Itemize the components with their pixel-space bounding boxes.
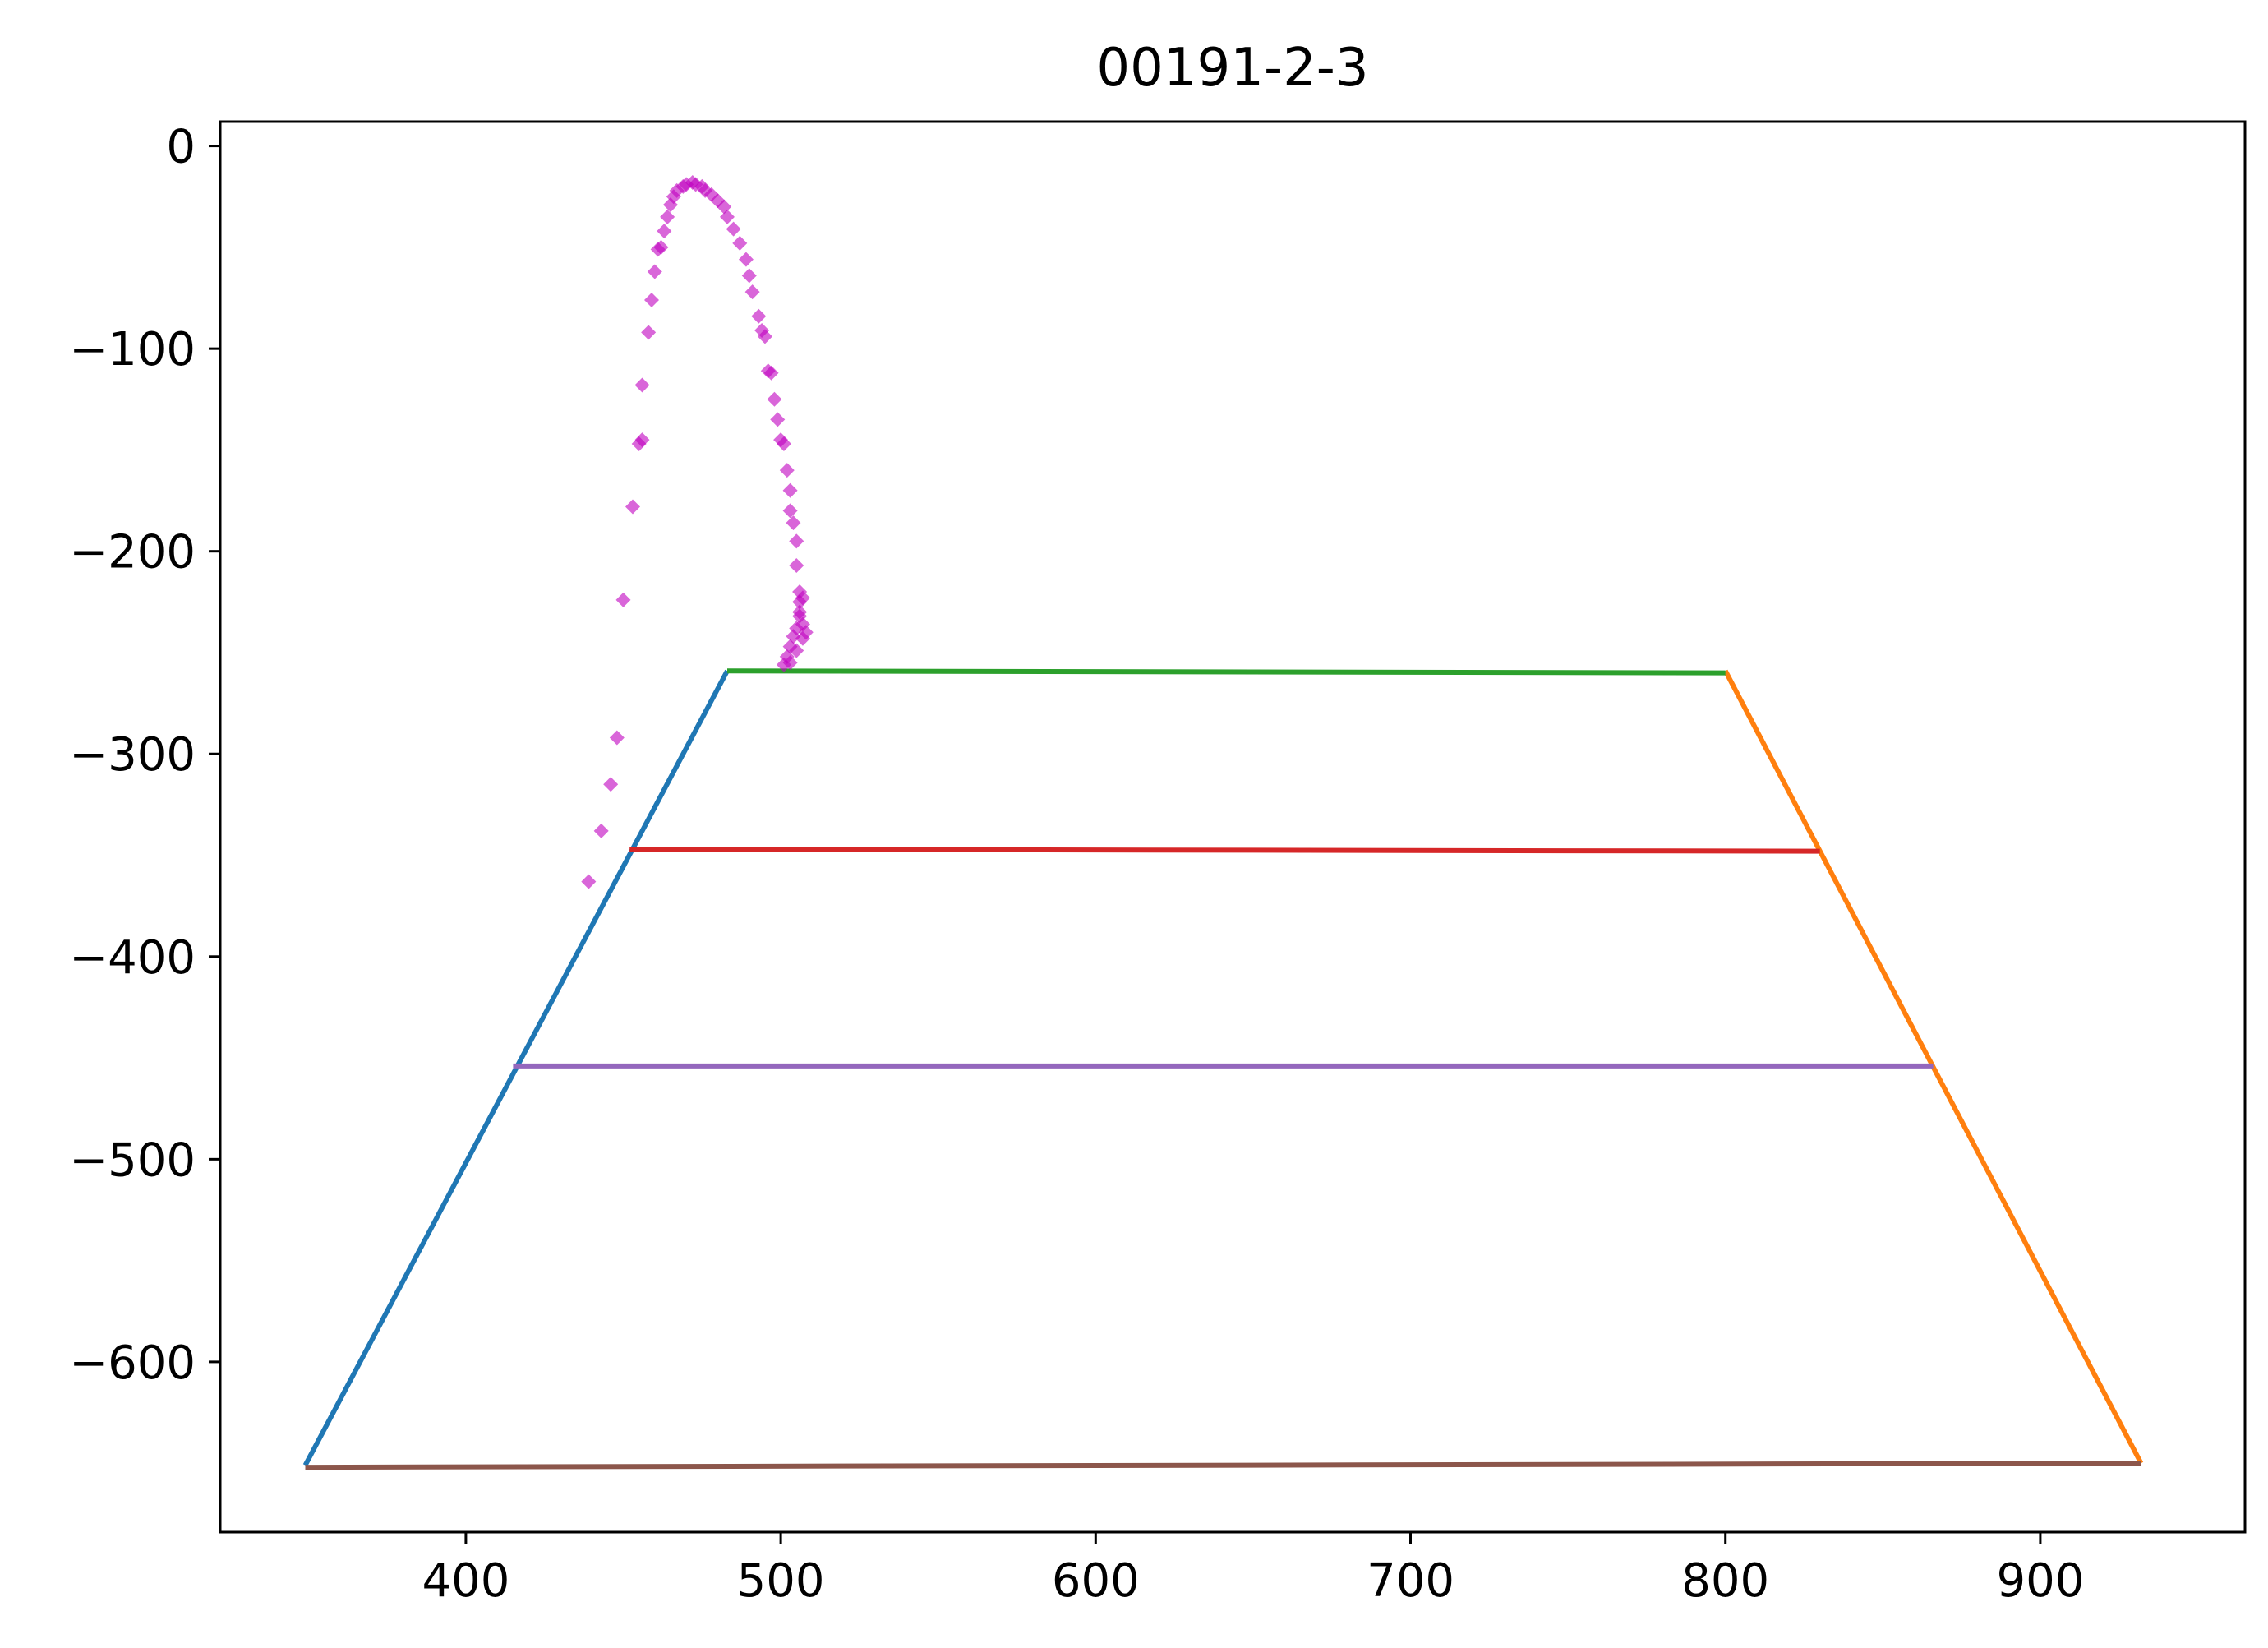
scatter-point — [789, 557, 804, 573]
scatter-point — [719, 209, 735, 224]
scatter-point — [789, 533, 804, 549]
scatter-point — [744, 284, 760, 300]
scatter-point — [641, 325, 657, 340]
scatter-point — [770, 412, 786, 427]
scatter-point — [741, 268, 757, 284]
scatter-point — [647, 264, 662, 279]
x-tick-label: 700 — [1367, 1554, 1454, 1608]
scatter-point — [634, 432, 650, 448]
x-tick-label: 600 — [1052, 1554, 1140, 1608]
scatter-point — [660, 209, 675, 224]
scatter-point — [782, 503, 798, 519]
y-tick-label: −100 — [69, 323, 196, 376]
chart-title: 00191-2-3 — [1096, 38, 1368, 99]
scatter-point — [795, 590, 810, 606]
line-segment-4 — [629, 847, 1820, 854]
scatter-point — [786, 515, 801, 531]
y-tick-label: −300 — [69, 728, 196, 782]
y-tick-label: −500 — [69, 1133, 196, 1187]
scatter-point — [634, 377, 650, 393]
scatter-point — [726, 221, 741, 237]
scatter-point — [795, 616, 810, 632]
scatter-point — [732, 235, 748, 251]
scatter-point — [581, 874, 597, 889]
scatter-point — [593, 823, 609, 838]
scatter-point — [757, 329, 772, 344]
scatter-point — [609, 730, 625, 746]
y-tick-label: −200 — [69, 526, 196, 579]
x-tick-label: 400 — [422, 1554, 509, 1608]
scatter-point — [789, 643, 804, 658]
scatter-point — [779, 463, 795, 478]
scatter-point — [657, 224, 672, 239]
scatter-point — [767, 391, 782, 407]
scatter-point — [738, 252, 754, 267]
scatter-point — [776, 657, 791, 672]
plot-area — [302, 174, 2144, 1470]
axes-frame — [219, 120, 2247, 1534]
y-tick-label: −600 — [69, 1336, 196, 1390]
scatter-point — [782, 482, 798, 498]
scatter-point — [615, 592, 631, 607]
scatter-point — [653, 239, 669, 255]
x-tick-label: 800 — [1681, 1554, 1769, 1608]
scatter-point — [643, 292, 659, 307]
axes: 400 500 600 700 800 900 0 −100 −200 −300 −400 −500 −… — [69, 120, 2247, 1608]
scatter-point — [763, 365, 779, 381]
scatter-point — [603, 777, 619, 792]
line-segment-6 — [305, 1461, 2141, 1470]
scatter-point — [792, 604, 808, 620]
line-segment-3 — [726, 668, 1726, 676]
y-tick-label: 0 — [166, 121, 196, 174]
x-tick-label: 500 — [737, 1554, 825, 1608]
scatter-point — [776, 436, 791, 452]
x-tick-label: 900 — [1996, 1554, 2084, 1608]
scatter-point — [751, 308, 767, 324]
y-tick-label: −400 — [69, 931, 196, 985]
scatter-point — [625, 499, 640, 515]
